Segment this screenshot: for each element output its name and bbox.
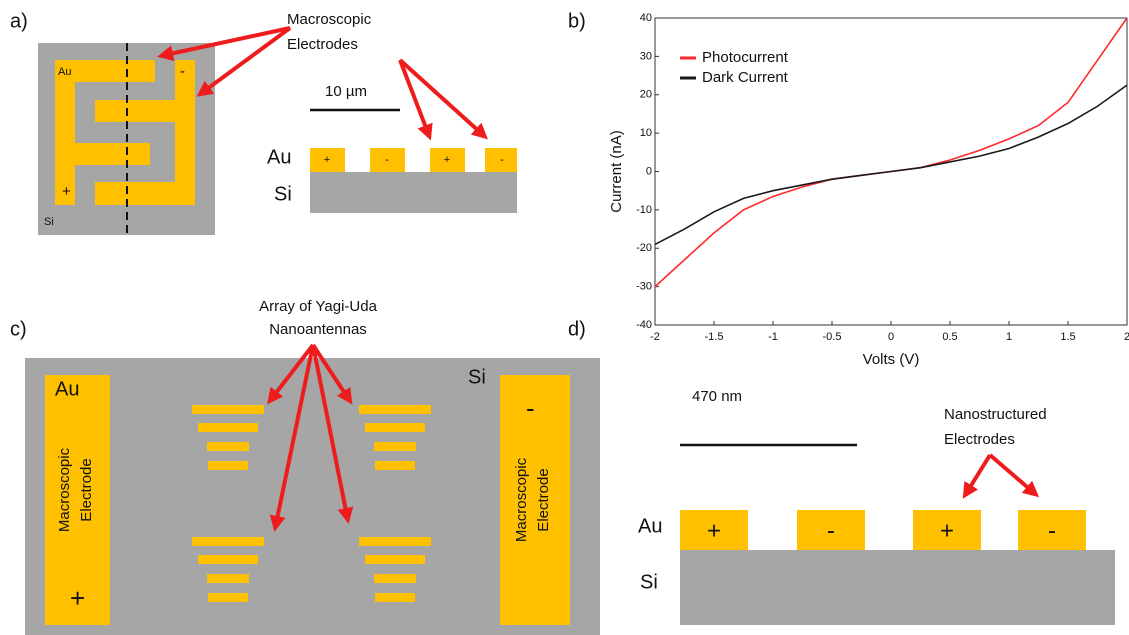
electrode-label: Macroscopic: [56, 447, 73, 532]
y-tick-label: 20: [640, 89, 652, 101]
si-label: Si: [640, 571, 658, 593]
sign: +: [940, 517, 954, 544]
legend-label: Photocurrent: [702, 49, 789, 66]
panel-label: b): [568, 10, 586, 32]
sign: +: [324, 154, 330, 166]
y-tick-label: 0: [646, 165, 652, 177]
sign: -: [526, 393, 535, 423]
si-label: Si: [468, 366, 486, 388]
x-axis-label: Volts (V): [863, 351, 920, 368]
sign: -: [180, 63, 185, 80]
substrate: [310, 172, 517, 213]
arrow: [967, 455, 990, 492]
callout: Nanoantennas: [269, 321, 367, 338]
sign: +: [707, 517, 721, 544]
electrode-label: Electrode: [78, 458, 95, 521]
sign: +: [444, 154, 450, 166]
nanoantenna: [375, 461, 415, 470]
nanoantenna: [374, 442, 416, 451]
nanoantenna: [192, 537, 264, 546]
x-tick-label: 2: [1124, 331, 1129, 343]
nanoantenna: [208, 593, 248, 602]
au-label: Au: [58, 66, 71, 78]
x-tick-label: 1: [1006, 331, 1012, 343]
legend-label: Dark Current: [702, 69, 789, 86]
sign: -: [500, 154, 504, 166]
sign: -: [827, 517, 835, 544]
callout: Nanostructured: [944, 406, 1047, 423]
panel-label: a): [10, 10, 28, 32]
nanoantenna: [207, 442, 249, 451]
x-tick-label: 0: [888, 331, 894, 343]
substrate: [680, 550, 1115, 625]
x-tick-label: 1.5: [1060, 331, 1075, 343]
nanoantenna: [365, 555, 425, 564]
panel-label: d): [568, 318, 586, 340]
y-tick-label: -10: [636, 204, 652, 216]
nanoantenna: [208, 461, 248, 470]
sign: -: [385, 154, 389, 166]
au-label: Au: [55, 378, 79, 400]
nanoantenna: [374, 574, 416, 583]
nanoantenna: [375, 593, 415, 602]
panel-label: c): [10, 318, 27, 340]
arrow: [990, 455, 1033, 492]
nanoantenna: [198, 423, 258, 432]
electrode-label: Macroscopic: [513, 457, 530, 542]
sign: -: [1048, 517, 1056, 544]
y-tick-label: -30: [636, 281, 652, 293]
figure: a) Au - + Si Macroscopic Electrodes 10 µ…: [0, 0, 1129, 635]
callout: Electrodes: [944, 431, 1015, 448]
nanoantenna: [198, 555, 258, 564]
nanoantenna: [192, 405, 264, 414]
scale-label: 10 µm: [325, 83, 367, 100]
y-tick-label: 10: [640, 127, 652, 139]
si-label: Si: [44, 216, 54, 228]
nanoantenna: [365, 423, 425, 432]
scale-label: 470 nm: [692, 388, 742, 405]
nanoantenna: [359, 405, 431, 414]
callout: Electrodes: [287, 36, 358, 53]
x-tick-label: -2: [650, 331, 660, 343]
nanoantenna: [359, 537, 431, 546]
x-tick-label: 0.5: [942, 331, 957, 343]
x-tick-label: -1.5: [705, 331, 724, 343]
y-tick-label: 40: [640, 12, 652, 24]
callout: Array of Yagi-Uda: [259, 298, 377, 315]
y-tick-label: -20: [636, 242, 652, 254]
electrode-label: Electrode: [535, 468, 552, 531]
y-tick-label: 30: [640, 50, 652, 62]
data-line: [655, 85, 1127, 244]
x-tick-label: -0.5: [823, 331, 842, 343]
au-label: Au: [267, 146, 291, 168]
callout: Macroscopic: [287, 11, 372, 28]
y-tick-label: -40: [636, 319, 652, 331]
au-label: Au: [638, 515, 662, 537]
nanoantenna: [207, 574, 249, 583]
y-axis-label: Current (nA): [608, 130, 625, 213]
sign: +: [62, 183, 71, 200]
sign: +: [70, 583, 85, 613]
si-label: Si: [274, 183, 292, 205]
x-tick-label: -1: [768, 331, 778, 343]
